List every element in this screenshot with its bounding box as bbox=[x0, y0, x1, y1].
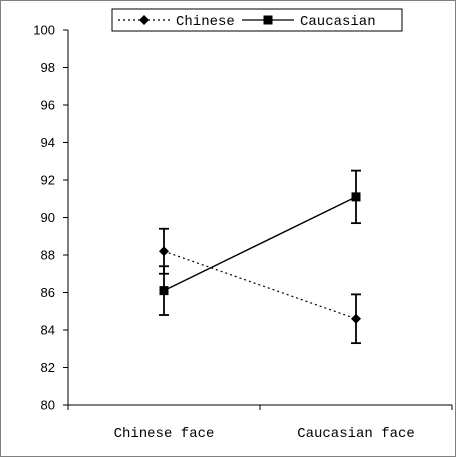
y-tick-label: 80 bbox=[41, 398, 55, 413]
y-tick-label: 86 bbox=[41, 285, 55, 300]
y-tick-label: 88 bbox=[41, 248, 55, 263]
chart-marks bbox=[159, 169, 361, 345]
data-point bbox=[159, 286, 169, 296]
legend: Chinese Caucasian bbox=[111, 8, 403, 32]
data-point bbox=[351, 192, 361, 202]
y-tick-label: 92 bbox=[41, 173, 55, 188]
y-tick-label: 94 bbox=[41, 135, 55, 150]
y-tick-label: 98 bbox=[41, 60, 55, 75]
y-tick-label: 100 bbox=[33, 23, 55, 38]
data-point bbox=[351, 313, 361, 324]
x-category-label: Chinese face bbox=[114, 426, 215, 442]
legend-label: Caucasian bbox=[300, 14, 376, 30]
y-tick-label: 84 bbox=[41, 323, 55, 338]
data-point bbox=[159, 246, 169, 257]
x-category-label: Caucasian face bbox=[297, 426, 415, 442]
y-tick-label: 82 bbox=[41, 360, 55, 375]
series-line bbox=[163, 250, 357, 320]
y-tick-label: 96 bbox=[41, 98, 55, 113]
legend-marker bbox=[139, 15, 149, 25]
series-chinese bbox=[159, 227, 361, 345]
y-tick-label: 90 bbox=[41, 210, 55, 225]
series-caucasian bbox=[159, 169, 361, 316]
legend-marker bbox=[263, 15, 273, 25]
legend-label: Chinese bbox=[176, 14, 235, 30]
axes: 80 82 84 86 88 90 92 94 96 98 100 Chinese face Cauca… bbox=[33, 23, 453, 442]
series-line bbox=[163, 196, 357, 292]
